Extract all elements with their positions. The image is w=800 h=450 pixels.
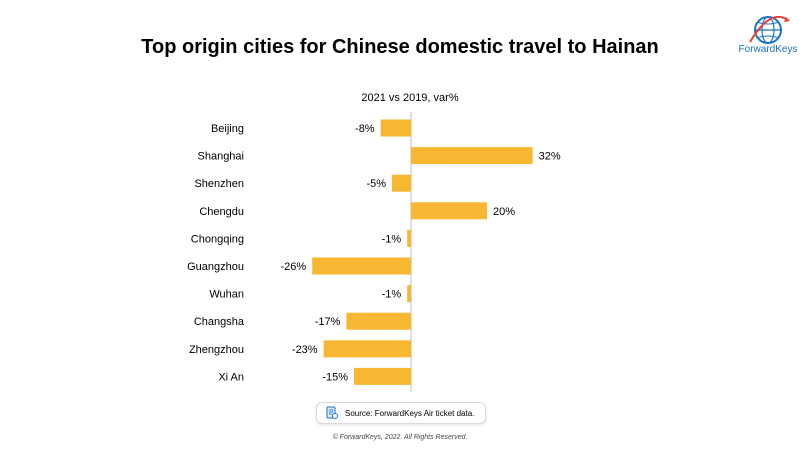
data-label: -1%	[382, 233, 402, 245]
chart-title: Top origin cities for Chinese domestic t…	[141, 36, 659, 58]
copyright: © ForwardKeys, 2022. All Rights Reserved…	[332, 434, 468, 441]
data-label: -8%	[355, 123, 375, 135]
category-label: Zhengzhou	[189, 344, 244, 356]
source-text: Source: ForwardKeys Air ticket data.	[345, 408, 475, 418]
bar	[354, 367, 411, 385]
category-label: Shanghai	[198, 151, 245, 163]
category-label: Wuhan	[209, 289, 244, 301]
data-label: -1%	[382, 289, 402, 301]
data-label: 20%	[493, 206, 515, 218]
category-label: Changsha	[194, 316, 245, 328]
document-icon	[326, 406, 338, 419]
source-note: Source: ForwardKeys Air ticket data.	[316, 402, 486, 424]
globe-logo-icon	[749, 15, 790, 44]
data-label: -5%	[366, 178, 386, 190]
chart-subtitle: 2021 vs 2019, var%	[361, 92, 459, 104]
category-label: Xi An	[218, 371, 244, 383]
data-label: -23%	[292, 344, 318, 356]
bar	[407, 285, 411, 303]
bar	[411, 202, 487, 220]
bar	[380, 119, 411, 137]
bar	[312, 257, 411, 275]
bar	[407, 229, 411, 247]
bar	[392, 174, 411, 192]
data-label: -26%	[281, 261, 307, 273]
category-label: Shenzhen	[194, 178, 244, 190]
bar	[346, 312, 411, 330]
bar-chart: Beijing -8% Shanghai 32% Shenzhen -5% Chengdu 2…	[187, 112, 561, 393]
data-label: -15%	[322, 371, 348, 383]
bar	[323, 340, 411, 358]
bar	[411, 147, 533, 165]
data-label: 32%	[539, 151, 561, 163]
category-label: Chengdu	[199, 206, 244, 218]
logo-text: ForwardKeys	[738, 44, 798, 55]
category-label: Guangzhou	[187, 261, 244, 273]
data-label: -17%	[315, 316, 341, 328]
category-label: Beijing	[211, 123, 244, 135]
category-label: Chongqing	[191, 233, 244, 245]
